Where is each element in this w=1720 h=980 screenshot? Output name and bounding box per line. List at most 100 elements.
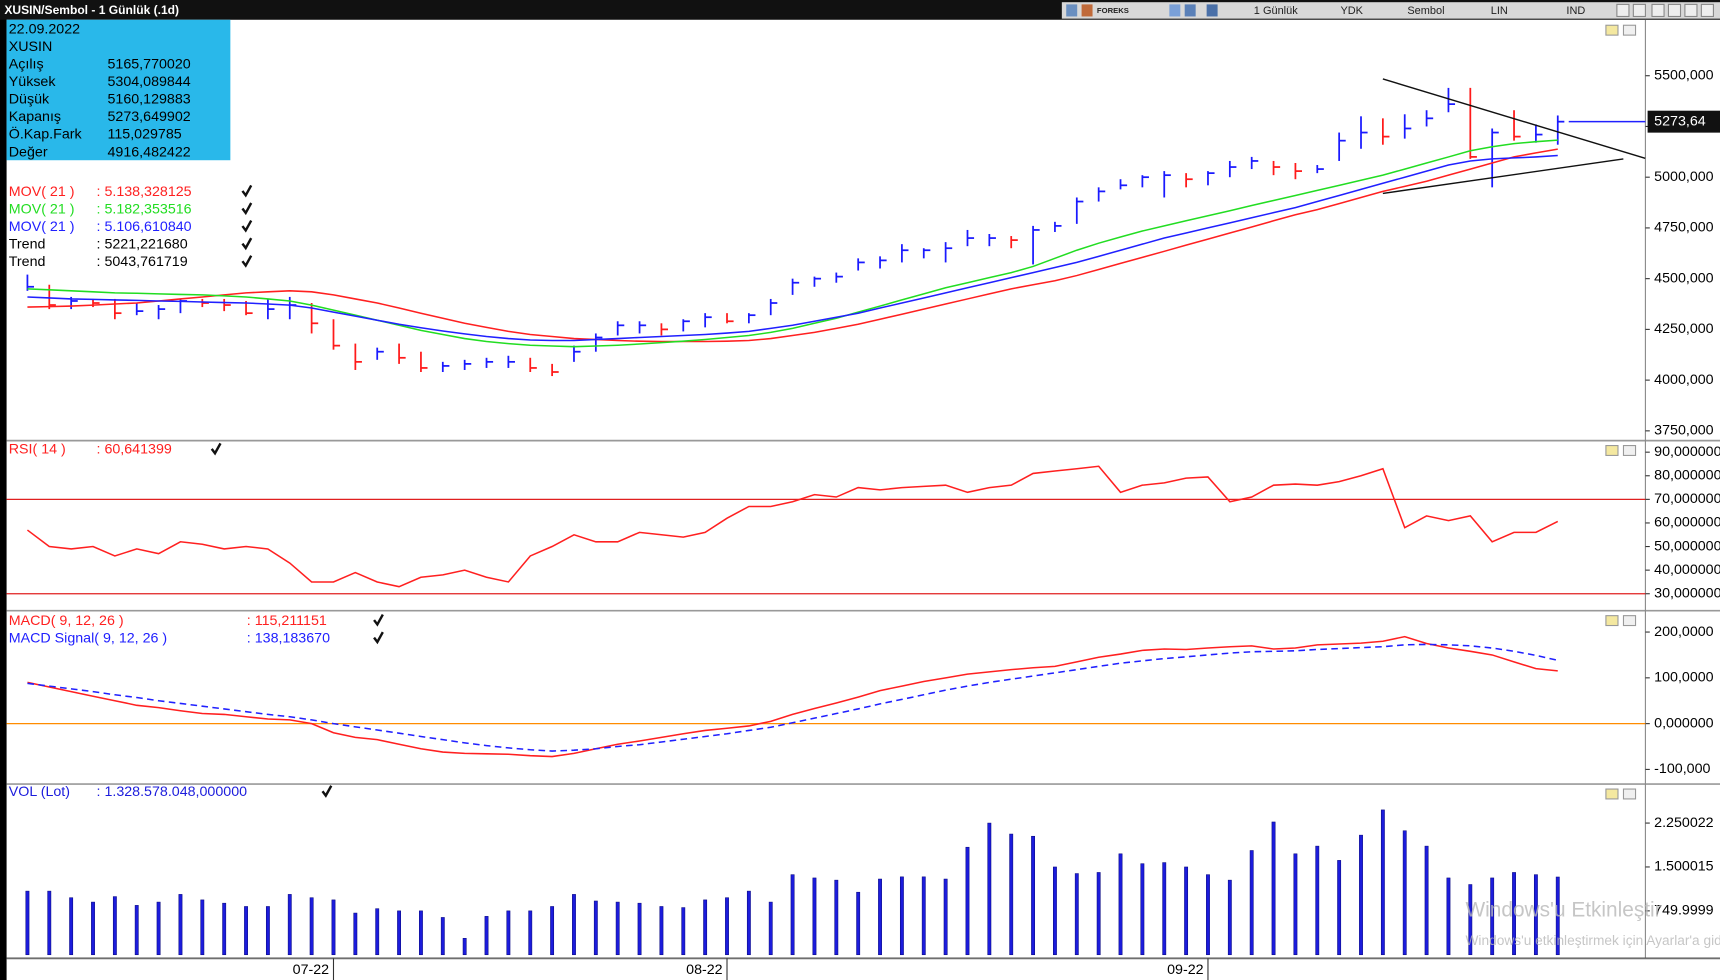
window-buttons[interactable] (1616, 3, 1714, 18)
watermark-title: Windows'u Etkinleştir (1466, 898, 1662, 921)
volume-bar (637, 902, 642, 956)
volume-bar (1315, 845, 1320, 956)
y-tick-label: 2.250022 (1654, 815, 1713, 831)
panel-button[interactable] (1605, 445, 1619, 456)
x-tick-label: 08-22 (686, 962, 723, 978)
volume-bar (506, 910, 511, 956)
panel-button[interactable] (1605, 788, 1619, 800)
volume-bar (112, 896, 117, 956)
info-symbol: XUSIN (9, 39, 53, 55)
info-label: Ö.Kap.Fark (9, 125, 83, 143)
last-price-box (1647, 110, 1720, 133)
volume-bar (462, 938, 467, 956)
volume-bar (572, 894, 576, 956)
legend-value: : 5.182,353516 (97, 201, 192, 217)
legend-name: RSI( 14 ) (9, 442, 66, 458)
info-value: 5165,770020 (108, 57, 191, 73)
series-line (27, 139, 1558, 348)
volume-bar (156, 901, 161, 956)
volume-bar (244, 906, 248, 956)
info-panel (6, 19, 231, 161)
y-tick-label: 1.500015 (1654, 859, 1713, 875)
y-tick-label: 90,000000 (1654, 444, 1720, 460)
panel-button[interactable] (1605, 24, 1619, 36)
volume-bar (1293, 853, 1298, 956)
volume-bar (1074, 873, 1079, 956)
y-tick-label: 30,000000 (1654, 585, 1720, 601)
volume-bar (265, 906, 270, 956)
volume-bar (725, 897, 729, 956)
volume-bar (1555, 876, 1560, 956)
check-icon (241, 184, 253, 198)
panel-button[interactable] (1622, 615, 1637, 627)
legend-value: : 5.138,328125 (97, 184, 192, 200)
volume-bar (593, 900, 598, 956)
toolbar-item[interactable]: FOREKS (1097, 6, 1129, 15)
legend-value: : 5.106,610840 (97, 219, 192, 235)
volume-bar (134, 905, 139, 956)
volume-bar (1249, 850, 1254, 956)
volume-bar (834, 879, 839, 956)
panel-button[interactable] (1622, 788, 1637, 800)
volume-bar (200, 899, 205, 956)
volume-bar (353, 912, 358, 956)
legend-name: MOV( 21 ) (9, 184, 75, 200)
check-icon (241, 202, 253, 216)
info-label: Açılış (9, 57, 44, 73)
toolbar-item[interactable]: 1 Günlük (1254, 5, 1298, 17)
toolbar-item[interactable]: Sembol (1407, 5, 1444, 17)
toolbar-item[interactable]: IND (1566, 5, 1585, 17)
volume-bar (856, 891, 861, 956)
volume-bar (25, 890, 30, 956)
volume-bar (1184, 866, 1189, 956)
volume-bar (1337, 860, 1342, 956)
check-icon (321, 785, 333, 798)
volume-bar (1468, 884, 1473, 956)
volume-bar (790, 874, 795, 956)
panel-button[interactable] (1622, 445, 1637, 456)
legend-name: Trend (9, 254, 46, 270)
legend-name: VOL (Lot) (9, 784, 70, 800)
volume-bar (1031, 835, 1035, 956)
y-tick-label: 40,000000 (1654, 562, 1720, 578)
y-tick-label: 749.9999 (1654, 903, 1713, 919)
toolbar-item[interactable]: LIN (1491, 5, 1508, 17)
panel-button[interactable] (1605, 615, 1619, 627)
volume-bar (1206, 874, 1210, 956)
volume-bar (1446, 877, 1451, 956)
info-label: Değer (9, 144, 48, 160)
volume-bar (1512, 872, 1516, 956)
legend-value: : 5043,761719 (97, 254, 188, 270)
volume-bar (550, 906, 555, 956)
volume-bar (1140, 863, 1145, 956)
x-tick-label: 07-22 (293, 962, 330, 978)
volume-bar (768, 901, 773, 956)
legend-value: : 60,641399 (97, 442, 172, 458)
volume-bar (1533, 874, 1538, 956)
volume-bar (615, 901, 620, 956)
check-icon (241, 255, 253, 268)
volume-bar (309, 897, 314, 956)
legend-name: Trend (9, 236, 46, 252)
volume-bar (1162, 862, 1167, 956)
volume-bar (69, 897, 74, 956)
volume-bar (287, 894, 292, 956)
volume-bar (812, 877, 817, 956)
volume-bar (375, 908, 380, 956)
volume-bar (440, 917, 445, 956)
volume-bar (47, 890, 52, 956)
legend-value: : 1.328.578.048,000000 (97, 784, 248, 800)
volume-bar (746, 890, 751, 956)
volume-bar (987, 822, 992, 956)
toolbar (1061, 2, 1720, 19)
legend-name: MACD Signal( 9, 12, 26 ) (9, 630, 167, 646)
volume-bar (1402, 830, 1407, 956)
volume-bar (1424, 845, 1429, 956)
volume-bar (1380, 809, 1385, 956)
info-rows: 22.09.2022 XUSIN Açılış 5165,770020 Yüksek 53… (9, 21, 191, 160)
toolbar-item[interactable]: YDK (1340, 5, 1363, 17)
y-tick-label: 100,0000 (1654, 670, 1713, 686)
panel-button[interactable] (1622, 24, 1637, 36)
